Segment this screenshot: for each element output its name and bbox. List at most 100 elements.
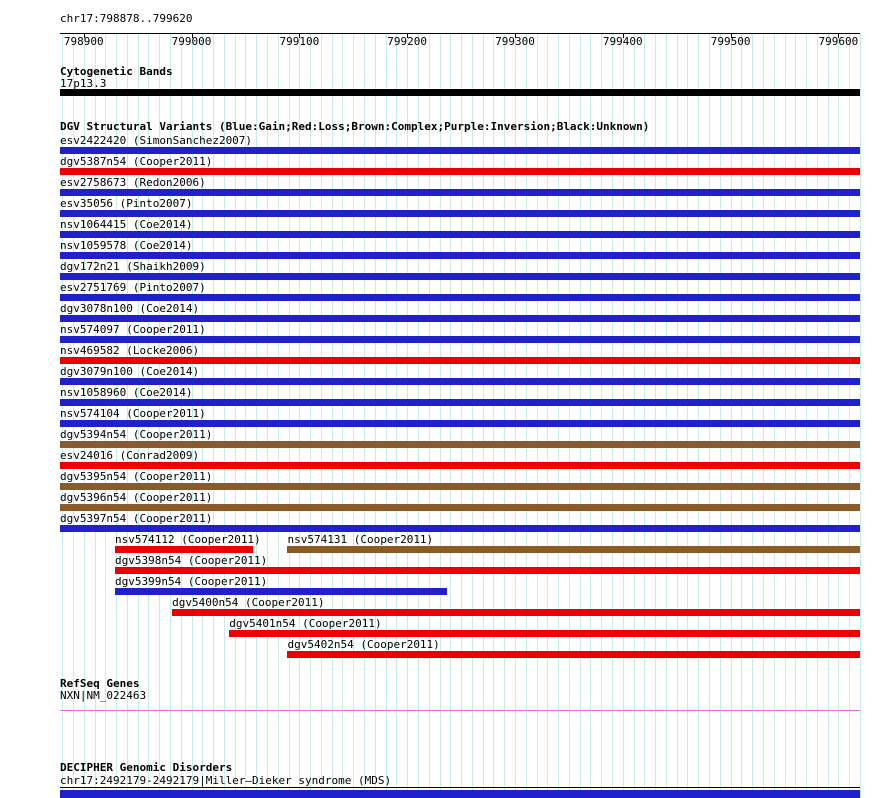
- cytoband-label: 17p13.3: [60, 77, 107, 90]
- variant-label[interactable]: nsv574112 (Cooper2011): [114, 533, 261, 546]
- variant-bar[interactable]: [60, 525, 860, 532]
- gridline: [374, 33, 376, 798]
- variant-label[interactable]: dgv5401n54 (Cooper2011): [229, 617, 382, 630]
- variant-bar[interactable]: [60, 210, 860, 217]
- variant-bar[interactable]: [287, 651, 860, 658]
- variant-label[interactable]: esv35056 (Pinto2007): [60, 197, 193, 210]
- variant-bar[interactable]: [60, 231, 860, 238]
- gridline: [601, 33, 603, 798]
- gridline: [784, 33, 786, 798]
- gridline: [504, 33, 506, 798]
- ruler-tick: [514, 33, 516, 38]
- gridline: [320, 33, 322, 798]
- gridline: [461, 33, 463, 798]
- gridline: [514, 33, 516, 798]
- variant-label[interactable]: nsv574097 (Cooper2011): [60, 323, 206, 336]
- gridline: [126, 33, 128, 798]
- gridline: [525, 33, 527, 798]
- variant-label[interactable]: esv2751769 (Pinto2007): [60, 281, 206, 294]
- refseq-gene-line[interactable]: [60, 710, 860, 711]
- gridline: [558, 33, 560, 798]
- gridline: [299, 33, 301, 798]
- variant-label[interactable]: dgv5396n54 (Cooper2011): [60, 491, 213, 504]
- variant-bar[interactable]: [60, 189, 860, 196]
- variant-label[interactable]: nsv469582 (Locke2006): [60, 344, 200, 357]
- ruler-tick-label: 799100: [279, 35, 320, 48]
- ruler-tick: [407, 33, 409, 38]
- ruler-tick-label: 799300: [495, 35, 535, 48]
- gridline: [353, 33, 355, 798]
- gridline: [493, 33, 495, 798]
- variant-label[interactable]: nsv1064415 (Coe2014): [60, 218, 193, 231]
- variant-label[interactable]: dgv5394n54 (Cooper2011): [60, 428, 213, 441]
- variant-bar[interactable]: [287, 546, 860, 553]
- gridline: [622, 33, 624, 798]
- gridline: [439, 33, 441, 798]
- variant-bar[interactable]: [60, 315, 860, 322]
- ruler-tick-label: 799400: [602, 35, 643, 48]
- variant-label[interactable]: esv24016 (Conrad2009): [60, 449, 200, 462]
- gridline: [234, 33, 236, 798]
- variant-bar[interactable]: [60, 399, 860, 406]
- gridline: [773, 33, 775, 798]
- variant-label[interactable]: dgv5387n54 (Cooper2011): [60, 155, 213, 168]
- variant-label[interactable]: dgv3079n100 (Coe2014): [60, 365, 200, 378]
- variant-label[interactable]: esv2422420 (SimonSanchez2007): [60, 134, 253, 147]
- gridline: [655, 33, 657, 798]
- ruler-tick: [838, 33, 840, 38]
- gridline: [331, 33, 333, 798]
- variant-bar[interactable]: [60, 441, 860, 448]
- gridline: [428, 33, 430, 798]
- variant-label[interactable]: dgv5400n54 (Cooper2011): [172, 596, 325, 609]
- gridline: [267, 33, 268, 798]
- variant-label[interactable]: nsv574104 (Cooper2011): [60, 407, 206, 420]
- refseq-section-title: RefSeq Genes: [60, 677, 140, 690]
- variant-bar[interactable]: [114, 546, 253, 553]
- gridline: [450, 33, 452, 798]
- variant-label[interactable]: dgv172n21 (Shaikh2009): [60, 260, 206, 273]
- variant-bar[interactable]: [114, 567, 860, 574]
- variant-bar[interactable]: [60, 252, 860, 259]
- ruler-tick-label: 799000: [171, 35, 212, 48]
- variant-label[interactable]: dgv3078n100 (Coe2014): [60, 302, 200, 315]
- decipher-region-bar[interactable]: [60, 790, 860, 798]
- variant-label[interactable]: dgv5397n54 (Cooper2011): [60, 512, 213, 525]
- variant-bar[interactable]: [60, 147, 860, 154]
- gridline: [536, 33, 538, 798]
- gridline: [719, 33, 721, 798]
- variant-bar[interactable]: [114, 588, 448, 595]
- variant-bar[interactable]: [60, 168, 860, 175]
- region-title: chr17:798878..799620: [60, 12, 193, 25]
- gridline: [137, 33, 139, 798]
- gridline: [482, 33, 484, 798]
- variant-bar[interactable]: [172, 609, 860, 616]
- ruler-tick: [299, 33, 301, 38]
- variant-bar[interactable]: [60, 378, 860, 385]
- cytoband-bar[interactable]: [60, 89, 860, 96]
- variant-bar[interactable]: [60, 273, 860, 280]
- variant-label[interactable]: dgv5398n54 (Cooper2011): [114, 554, 268, 567]
- variant-label[interactable]: nsv1059578 (Coe2014): [60, 239, 193, 252]
- variant-label[interactable]: dgv5402n54 (Cooper2011): [287, 638, 440, 651]
- variant-label[interactable]: nsv1058960 (Coe2014): [60, 386, 193, 399]
- variant-bar[interactable]: [60, 357, 860, 364]
- variant-bar[interactable]: [60, 462, 860, 469]
- gridline: [860, 33, 861, 798]
- variant-label[interactable]: esv2758673 (Redon2006): [60, 176, 206, 189]
- ruler-tick: [191, 33, 193, 38]
- variant-bar[interactable]: [60, 336, 860, 343]
- variant-bar[interactable]: [60, 504, 860, 511]
- variant-bar[interactable]: [60, 483, 860, 490]
- gridline: [288, 33, 290, 798]
- variant-bar[interactable]: [60, 294, 860, 301]
- gridline: [547, 33, 549, 798]
- gridline: [105, 33, 107, 798]
- variant-label[interactable]: dgv5399n54 (Cooper2011): [114, 575, 268, 588]
- variant-label[interactable]: nsv574131 (Cooper2011): [287, 533, 434, 546]
- variant-bar[interactable]: [229, 630, 860, 637]
- ruler-tick-label: 799600: [818, 35, 859, 48]
- gridline: [310, 33, 312, 798]
- gridline: [676, 33, 678, 798]
- variant-bar[interactable]: [60, 420, 860, 427]
- variant-label[interactable]: dgv5395n54 (Cooper2011): [60, 470, 213, 483]
